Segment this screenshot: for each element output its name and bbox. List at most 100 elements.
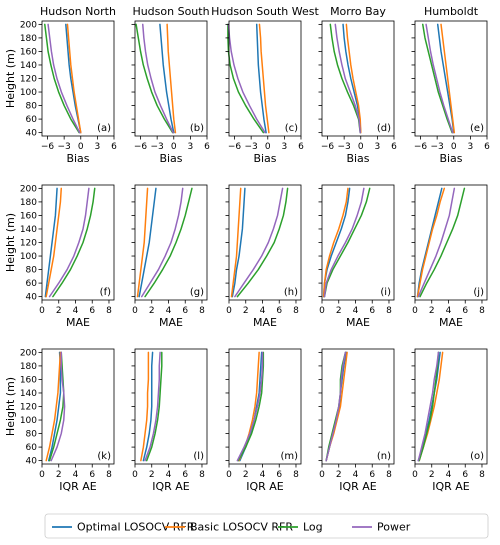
x-axis-label: IQR AE	[246, 480, 284, 493]
plot-frame	[414, 184, 488, 301]
series-line-log	[418, 351, 440, 462]
panel-mae-5: 0 2 4 6 8 MAE (j)	[411, 184, 488, 329]
series-line-power	[48, 187, 90, 298]
panel-mae-1: 40 60 80 100 120 140 160 180 200 0 2 4 6 8 MAE (f)	[20, 184, 115, 329]
x-tick-label: 8	[199, 306, 205, 316]
series-line-optimal-losocv-rfr	[142, 351, 154, 462]
column-title: Hudson South	[132, 5, 209, 18]
series-line-power	[323, 187, 365, 298]
x-tick-label: 8	[479, 470, 485, 480]
panel-iqr-ae-3: 0 2 4 6 8 IQR AE (m)	[225, 348, 302, 493]
y-tick-label: 80	[26, 102, 38, 112]
x-tick-label: 6	[484, 142, 490, 152]
column-title: Morro Bay	[330, 5, 386, 18]
x-tick-label: 6	[276, 470, 282, 480]
panel-tag: (d)	[377, 123, 391, 134]
x-tick-label: 0	[39, 470, 45, 480]
panel-tag: (h)	[284, 287, 298, 298]
y-tick-label: 140	[20, 61, 37, 71]
panel-bias-5: −6 −3 0 3 6 Bias (e) Humboldt	[411, 5, 490, 165]
series-line-log	[419, 187, 466, 298]
series-line-power	[50, 351, 66, 462]
x-tick-label: 4	[446, 470, 452, 480]
legend-label: Basic LOSOCV RFR	[190, 521, 293, 534]
series-line-basic-losocv-rfr	[230, 187, 242, 298]
series-line-basic-losocv-rfr	[322, 187, 349, 298]
y-axis-label: Height (m)	[4, 49, 17, 108]
x-tick-label: 0	[412, 306, 418, 316]
x-tick-label: 0	[171, 142, 177, 152]
series-line-optimal-losocv-rfr	[159, 23, 175, 134]
plot-frame	[228, 348, 302, 465]
x-axis-label: IQR AE	[432, 480, 470, 493]
y-tick-label: 200	[20, 184, 37, 194]
x-tick-label: 0	[412, 470, 418, 480]
panel-bias-3: −6 −3 0 3 6 Bias (c) Hudson South West	[211, 5, 319, 165]
y-tick-label: 180	[20, 34, 37, 44]
y-tick-label: 160	[20, 375, 37, 385]
panel-mae-2: 0 2 4 6 8 MAE (g)	[131, 184, 208, 329]
x-tick-label: 6	[276, 306, 282, 316]
y-tick-label: 40	[26, 457, 38, 467]
x-tick-label: 6	[462, 470, 468, 480]
x-tick-label: 8	[479, 306, 485, 316]
series-line-log	[145, 351, 163, 462]
series-line-power	[425, 23, 454, 134]
series-line-log	[135, 23, 174, 134]
panel-tag: (i)	[380, 287, 391, 298]
x-tick-label: 3	[95, 142, 101, 152]
x-tick-label: 8	[293, 470, 299, 480]
series-line-log	[52, 187, 96, 298]
y-axis-label: Height (m)	[4, 377, 17, 436]
x-tick-label: 8	[106, 306, 112, 316]
panel-tag: (a)	[97, 123, 111, 134]
y-tick-label: 40	[26, 129, 38, 139]
panel-iqr-ae-1: 40 60 80 100 120 140 160 180 200 0 2 4 6 8 IQR AE (k)	[20, 348, 115, 493]
series-line-log	[227, 23, 265, 134]
x-tick-label: 2	[429, 470, 435, 480]
series-line-basic-losocv-rfr	[258, 23, 270, 134]
series-line-log	[422, 23, 453, 134]
panel-bias-4: −6 −3 0 3 6 Bias (d) Morro Bay	[318, 5, 397, 165]
x-tick-label: 0	[39, 306, 45, 316]
panel-tag: (e)	[470, 123, 484, 134]
y-tick-label: 120	[20, 75, 37, 85]
x-tick-label: −3	[245, 142, 258, 152]
x-tick-label: 6	[298, 142, 304, 152]
x-axis-label: IQR AE	[59, 480, 97, 493]
x-axis-label: Bias	[439, 152, 462, 165]
x-tick-label: 2	[149, 306, 155, 316]
series-line-optimal-losocv-rfr	[231, 187, 246, 298]
x-tick-label: 3	[375, 142, 381, 152]
panel-iqr-ae-5: 0 2 4 6 8 IQR AE (o)	[411, 348, 488, 493]
x-tick-label: 8	[199, 470, 205, 480]
column-title: Humboldt	[424, 5, 479, 18]
panel-tag: (c)	[285, 123, 298, 134]
series-line-basic-losocv-rfr	[45, 187, 63, 298]
column-title: Hudson North	[40, 5, 116, 18]
panel-bias-2: −6 −3 0 3 6 Bias (b) Hudson South	[131, 5, 210, 165]
x-tick-label: −6	[134, 142, 148, 152]
x-tick-label: 0	[319, 306, 325, 316]
series-line-power	[47, 23, 81, 134]
series-line-log	[323, 187, 371, 298]
x-axis-label: Bias	[66, 152, 89, 165]
plot-frame	[134, 348, 208, 465]
x-axis-label: IQR AE	[339, 480, 377, 493]
x-tick-label: 0	[265, 142, 271, 152]
legend-label: Log	[303, 521, 323, 534]
x-tick-label: 4	[353, 306, 359, 316]
x-tick-label: 6	[369, 306, 375, 316]
x-tick-label: 8	[386, 470, 392, 480]
x-tick-label: 0	[132, 470, 138, 480]
panel-tag: (k)	[97, 451, 111, 462]
panel-mae-3: 0 2 4 6 8 MAE (h)	[225, 184, 302, 329]
x-tick-label: 0	[132, 306, 138, 316]
series-line-log	[329, 23, 361, 134]
legend-frame	[44, 513, 489, 539]
y-tick-label: 180	[20, 362, 37, 372]
x-tick-label: 4	[73, 306, 79, 316]
series-line-basic-losocv-rfr	[140, 351, 150, 462]
y-tick-label: 200	[20, 20, 37, 30]
